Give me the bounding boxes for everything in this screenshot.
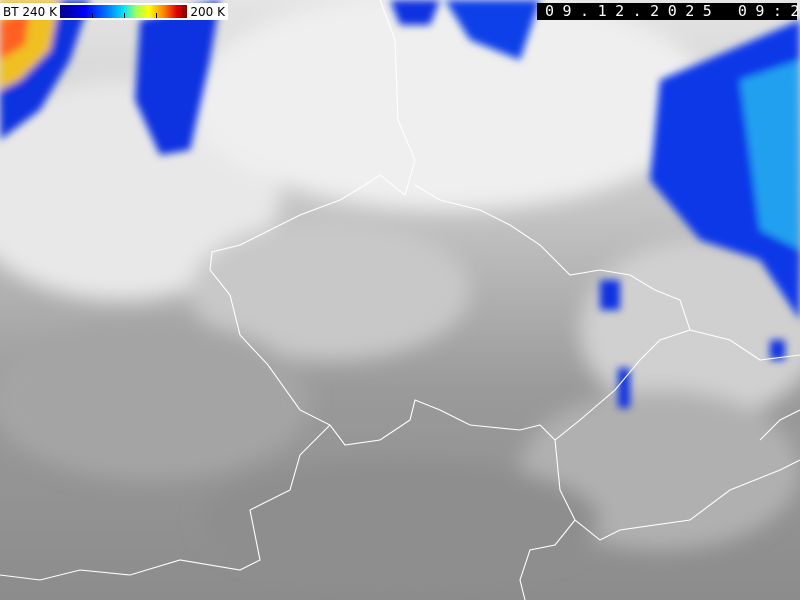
bright-clouds: [0, 0, 800, 580]
cold-cloud-tops: [0, 0, 800, 408]
color-scale-legend: BT 240 K 200 K: [0, 3, 228, 20]
scale-tick: [123, 13, 125, 18]
legend-max-label: 200 K: [190, 4, 225, 19]
scale-tick: [155, 13, 157, 18]
color-scale-bar: [59, 5, 188, 18]
legend-min-label: BT 240 K: [3, 4, 57, 19]
timestamp: 09.12.2025 09:27: [537, 3, 800, 20]
scale-tick: [91, 13, 93, 18]
